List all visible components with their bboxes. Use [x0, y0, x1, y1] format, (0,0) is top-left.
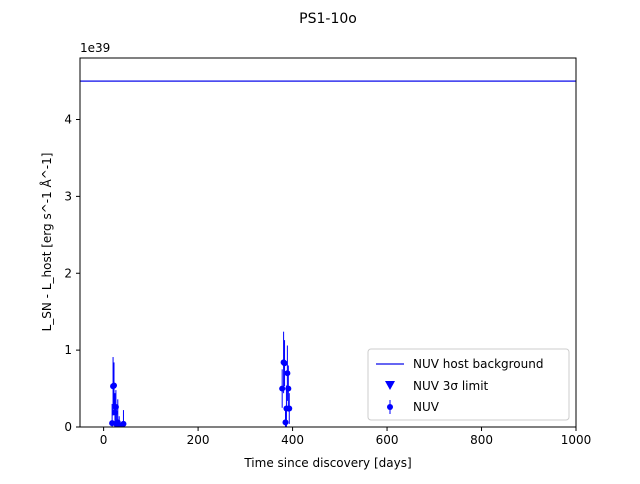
legend-nuv-label: NUV — [413, 400, 440, 414]
x-tick-label-1: 200 — [187, 433, 210, 447]
x-tick-label-4: 800 — [470, 433, 493, 447]
x-tick-label-5: 1000 — [561, 433, 592, 447]
x-tick-label-0: 0 — [100, 433, 108, 447]
nuv-point-0 — [109, 420, 116, 427]
y-tick-label-2: 2 — [64, 266, 72, 280]
y-offset-text: 1e39 — [80, 41, 110, 55]
legend-host-label: NUV host background — [413, 357, 543, 371]
nuv-point-16 — [286, 405, 293, 412]
nuv-point-3 — [111, 409, 118, 416]
plot-area — [80, 80, 576, 427]
legend: NUV host background NUV 3σ limit NUV — [367, 348, 570, 421]
nuv-point-2 — [111, 382, 118, 389]
x-axis-label: Time since discovery [days] — [243, 456, 411, 470]
x-tick-label-2: 400 — [281, 433, 304, 447]
y-axis-label: L_SN - L_host [erg s^-1 Å^-1] — [39, 153, 54, 332]
nuv-point-12 — [282, 419, 289, 426]
legend-box — [367, 348, 570, 421]
legend-nuv-marker — [387, 404, 393, 410]
nuv-point-4 — [112, 404, 119, 411]
y-tick-label-0: 0 — [64, 420, 72, 434]
y-tick-label-4: 4 — [64, 113, 72, 127]
nuv-point-11 — [281, 360, 288, 367]
x-tick-label-3: 600 — [376, 433, 399, 447]
nuv-point-14 — [284, 370, 291, 377]
chart-title: PS1-10o — [299, 11, 357, 27]
y-tick-label-1: 1 — [64, 343, 72, 357]
y-tick-label-3: 3 — [64, 189, 72, 203]
axes: 0 200 400 600 800 1000 0 1 2 3 4 — [64, 113, 591, 448]
legend-limit-marker — [385, 381, 395, 390]
plot-frame — [79, 57, 577, 428]
nuv-point-8 — [120, 420, 127, 427]
legend-limit-label: NUV 3σ limit — [413, 379, 489, 393]
nuv-point-9 — [279, 385, 286, 392]
plot-contents — [80, 80, 576, 427]
nuv-point-15 — [285, 385, 292, 392]
